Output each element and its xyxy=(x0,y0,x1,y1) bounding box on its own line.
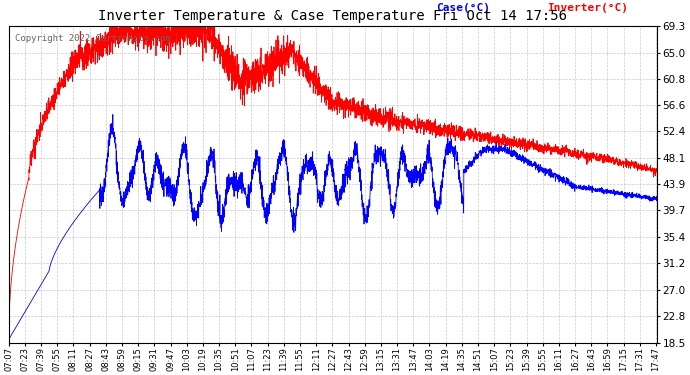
Title: Inverter Temperature & Case Temperature Fri Oct 14 17:56: Inverter Temperature & Case Temperature … xyxy=(99,9,567,23)
Text: Inverter(°C): Inverter(°C) xyxy=(546,3,628,13)
Text: Copyright 2022 Cartronics.com: Copyright 2022 Cartronics.com xyxy=(15,34,171,43)
Text: Case(°C): Case(°C) xyxy=(437,3,491,13)
